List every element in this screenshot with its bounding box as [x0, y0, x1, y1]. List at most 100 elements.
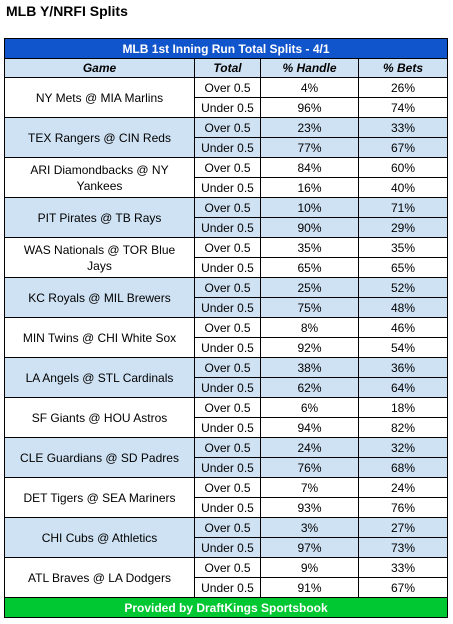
handle-cell: 97% — [260, 537, 359, 558]
table-row: MIN Twins @ CHI White Sox Over 0.5 8% 46% — [4, 317, 448, 358]
bets-cell: 54% — [358, 337, 448, 358]
bets-cell: 18% — [358, 397, 448, 418]
table-row: NY Mets @ MIA Marlins Over 0.5 4% 26% — [4, 77, 448, 118]
table-row: SF Giants @ HOU Astros Over 0.5 6% 18% — [4, 397, 448, 438]
total-cell: Over 0.5 — [194, 117, 261, 138]
total-cell: Under 0.5 — [194, 257, 261, 278]
handle-cell: 10% — [260, 197, 359, 218]
handle-cell: 24% — [260, 437, 359, 458]
total-cell: Under 0.5 — [194, 137, 261, 158]
table-row: KC Royals @ MIL Brewers Over 0.5 25% 52% — [4, 277, 448, 318]
game-cell: TEX Rangers @ CIN Reds — [4, 117, 195, 158]
game-cell: KC Royals @ MIL Brewers — [4, 277, 195, 318]
bets-cell: 35% — [358, 237, 448, 258]
total-cell: Over 0.5 — [194, 557, 261, 578]
handle-cell: 91% — [260, 577, 359, 598]
handle-cell: 62% — [260, 377, 359, 398]
game-cell: SF Giants @ HOU Astros — [4, 397, 195, 438]
bets-cell: 71% — [358, 197, 448, 218]
table-row: Under 0.5 62% 64% — [5, 377, 448, 398]
bets-cell: 27% — [358, 517, 448, 538]
handle-cell: 23% — [260, 117, 359, 138]
table-row: ARI Diamondbacks @ NY Yankees Over 0.5 84%… — [4, 157, 448, 198]
table-row: DET Tigers @ SEA Mariners Over 0.5 7% 24% — [4, 477, 448, 518]
game-cell: PIT Pirates @ TB Rays — [4, 197, 195, 238]
total-cell: Under 0.5 — [194, 97, 261, 118]
game-cell: CHI Cubs @ Athletics — [4, 517, 195, 558]
total-cell: Under 0.5 — [194, 457, 261, 478]
bets-cell: 67% — [358, 577, 448, 598]
bets-cell: 32% — [358, 437, 448, 458]
bets-cell: 65% — [358, 257, 448, 278]
total-cell: Over 0.5 — [194, 437, 261, 458]
handle-cell: 4% — [260, 77, 359, 98]
column-header-bets: % Bets — [358, 58, 448, 78]
column-header-game: Game — [4, 58, 195, 78]
game-cell: WAS Nationals @ TOR Blue Jays — [4, 237, 195, 278]
bets-cell: 74% — [358, 97, 448, 118]
bets-cell: 60% — [358, 157, 448, 178]
table-row: LA Angels @ STL Cardinals Over 0.5 38% 36% — [4, 357, 448, 398]
bets-cell: 73% — [358, 537, 448, 558]
total-cell: Under 0.5 — [194, 337, 261, 358]
handle-cell: 93% — [260, 497, 359, 518]
table-banner: MLB 1st Inning Run Total Splits - 4/1 — [4, 38, 448, 59]
game-cell: NY Mets @ MIA Marlins — [4, 77, 195, 118]
total-cell: Over 0.5 — [194, 477, 261, 498]
table-row: ATL Braves @ LA Dodgers Over 0.5 9% 33% — [4, 557, 448, 598]
total-cell: Under 0.5 — [194, 377, 261, 398]
total-cell: Under 0.5 — [194, 577, 261, 598]
table-footer: Provided by DraftKings Sportsbook — [4, 597, 448, 618]
table-row: CLE Guardians @ SD Padres Over 0.5 24% 32% — [4, 437, 448, 478]
total-cell: Over 0.5 — [194, 317, 261, 338]
total-cell: Under 0.5 — [194, 417, 261, 438]
game-cell: DET Tigers @ SEA Mariners — [4, 477, 195, 518]
handle-cell: 16% — [260, 177, 359, 198]
bets-cell: 76% — [358, 497, 448, 518]
bets-cell: 36% — [358, 357, 448, 378]
column-header-handle: % Handle — [260, 58, 359, 78]
table-row: Under 0.5 90% 29% — [5, 217, 448, 238]
game-cell: ATL Braves @ LA Dodgers — [4, 557, 195, 598]
table-row: Under 0.5 75% 48% — [5, 297, 448, 318]
handle-cell: 38% — [260, 357, 359, 378]
table-row: Under 0.5 16% 40% — [5, 177, 448, 198]
bets-cell: 64% — [358, 377, 448, 398]
total-cell: Over 0.5 — [194, 397, 261, 418]
bets-cell: 67% — [358, 137, 448, 158]
total-cell: Under 0.5 — [194, 217, 261, 238]
bets-cell: 82% — [358, 417, 448, 438]
total-cell: Over 0.5 — [194, 237, 261, 258]
bets-cell: 26% — [358, 77, 448, 98]
handle-cell: 3% — [260, 517, 359, 538]
handle-cell: 35% — [260, 237, 359, 258]
handle-cell: 6% — [260, 397, 359, 418]
handle-cell: 94% — [260, 417, 359, 438]
total-cell: Under 0.5 — [194, 297, 261, 318]
handle-cell: 75% — [260, 297, 359, 318]
handle-cell: 65% — [260, 257, 359, 278]
total-cell: Over 0.5 — [194, 157, 261, 178]
handle-cell: 92% — [260, 337, 359, 358]
table-row: Under 0.5 65% 65% — [5, 257, 448, 278]
handle-cell: 25% — [260, 277, 359, 298]
bets-cell: 40% — [358, 177, 448, 198]
total-cell: Over 0.5 — [194, 357, 261, 378]
table-row: TEX Rangers @ CIN Reds Over 0.5 23% 33% — [4, 117, 448, 158]
bets-cell: 46% — [358, 317, 448, 338]
table-body: NY Mets @ MIA Marlins Over 0.5 4% 26% Under … — [4, 77, 448, 598]
handle-cell: 84% — [260, 157, 359, 178]
handle-cell: 96% — [260, 97, 359, 118]
handle-cell: 77% — [260, 137, 359, 158]
bets-cell: 29% — [358, 217, 448, 238]
column-header-total: Total — [194, 58, 261, 78]
game-cell: MIN Twins @ CHI White Sox — [4, 317, 195, 358]
bets-cell: 68% — [358, 457, 448, 478]
handle-cell: 8% — [260, 317, 359, 338]
bets-cell: 33% — [358, 557, 448, 578]
table-row: Under 0.5 91% 67% — [5, 577, 448, 598]
handle-cell: 76% — [260, 457, 359, 478]
total-cell: Over 0.5 — [194, 517, 261, 538]
page-title: MLB Y/NRFI Splits — [6, 3, 128, 19]
handle-cell: 7% — [260, 477, 359, 498]
